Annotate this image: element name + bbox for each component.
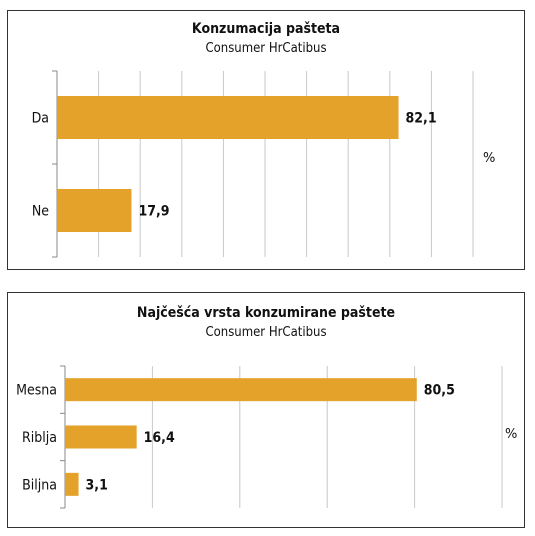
data-label: 82,1 [406,111,437,127]
chart-panel-1: Konzumacija pašteta Consumer HrCatibus %… [7,10,525,270]
category-label: Mesna [16,383,57,399]
category-label: Da [32,111,49,127]
category-label: Biljna [22,477,57,493]
data-label: 17,9 [138,204,169,220]
chart-subtitle: Consumer HrCatibus [205,41,327,56]
bar-riblja [65,425,137,449]
bar-biljna [65,472,79,496]
bar-ne [57,189,132,232]
data-label: 16,4 [144,430,175,446]
chart-panel-2: Najčešća vrsta konzumirane paštete Consu… [7,292,525,528]
chart-title: Konzumacija pašteta [191,21,341,37]
bar-mesna [65,378,417,402]
data-label: 3,1 [86,477,108,493]
bar-da [57,96,399,139]
unit-label: % [483,151,496,166]
category-label: Riblja [22,430,57,446]
chart-subtitle: Consumer HrCatibus [205,325,327,340]
bar-chart: Mesna 80,5 Riblja 16,4 Biljna 3,1 [16,365,503,509]
unit-label: % [505,427,518,442]
bar-chart: Da 82,1 Ne 17,9 [32,70,474,258]
chart-title: Najčešća vrsta konzumirane paštete [136,305,396,321]
category-label: Ne [32,204,49,220]
data-label: 80,5 [424,383,455,399]
